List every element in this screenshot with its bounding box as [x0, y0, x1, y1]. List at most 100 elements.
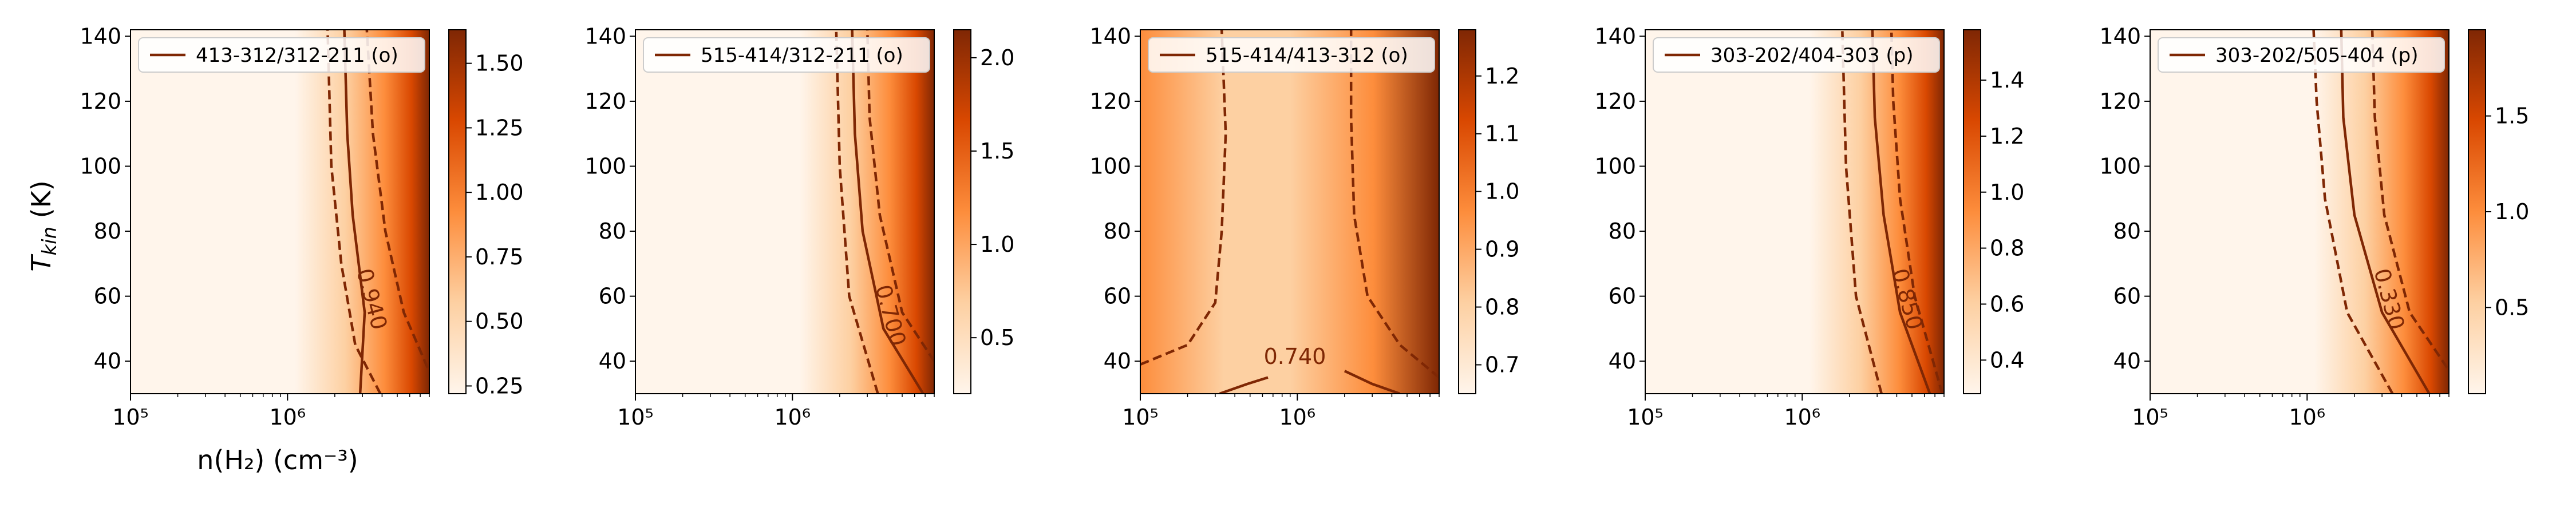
colorbar-tick-label: 1.25 — [475, 115, 524, 140]
y-tick-label: 60 — [2113, 284, 2141, 309]
contour-line-dashed_left — [835, 30, 879, 394]
contour-line-solid — [2340, 30, 2431, 394]
colorbar-tick-label: 0.6 — [1990, 291, 2024, 316]
y-tick-label: 80 — [2113, 219, 2141, 244]
y-tick-label: 140 — [584, 23, 626, 49]
y-tick-label: 100 — [1089, 154, 1131, 179]
colorbar-tick-label: 1.2 — [1990, 124, 2024, 149]
x-tick-label: 10⁵ — [617, 405, 654, 430]
y-tick-label: 100 — [584, 154, 626, 179]
legend: 515-414/413-312 (o) — [1148, 37, 1435, 73]
contour-line-dashed_right — [1890, 30, 1944, 394]
colorbar: 0.25 0.50 0.75 1.00 1.25 1.50 — [448, 29, 524, 398]
colorbar: 0.5 1.0 1.5 — [2468, 29, 2529, 394]
y-tick-label: 80 — [1104, 219, 1131, 244]
contour-line-solid — [1871, 30, 1931, 394]
y-tick-label: 140 — [1089, 23, 1131, 49]
x-tick-label: 10⁵ — [1627, 405, 1664, 430]
x-axis-label: n(H₂) (cm⁻³) — [197, 445, 358, 476]
x-tick-label: 10⁶ — [2289, 405, 2325, 430]
y-tick-label: 140 — [1594, 23, 1636, 49]
y-tick-label: 120 — [1594, 89, 1636, 114]
y-tick-label: 140 — [2099, 23, 2141, 49]
contour-line-bottom — [1219, 376, 1269, 394]
contour-group — [326, 30, 429, 394]
heatmap-field — [1645, 30, 1944, 394]
colorbar-tick-label: 1.2 — [1485, 64, 1519, 89]
y-tick-label: 40 — [94, 348, 121, 374]
legend-label: 303-202/404-303 (p) — [1710, 44, 1914, 67]
y-tick-label: 100 — [2099, 154, 2141, 179]
colorbar: 0.5 1.0 1.5 2.0 — [953, 29, 1014, 394]
x-tick-label: 10⁵ — [2132, 405, 2168, 430]
colorbar-tick-label: 0.50 — [475, 309, 524, 334]
colorbar-tick-label: 1.4 — [1990, 68, 2024, 93]
y-tick-label: 120 — [1089, 89, 1131, 114]
x-tick-label: 10⁶ — [1784, 405, 1820, 430]
heatmap-panel-3: 0.740 40 60 80 100 120 140 10⁵ 10⁶ 515-414/413-31… — [1089, 23, 1519, 430]
legend-label: 413-312/312-211 (o) — [196, 44, 398, 67]
colorbar-tick-label: 1.1 — [1485, 121, 1519, 146]
legend-label: 303-202/505-404 (p) — [2215, 44, 2419, 67]
heatmap-field — [1140, 30, 1439, 394]
heatmap-field — [2150, 30, 2449, 394]
colorbar-tick-label: 1.00 — [475, 180, 524, 205]
colorbar-tick-label: 1.50 — [475, 51, 524, 76]
colorbar-tick-label: 1.5 — [980, 138, 1014, 164]
y-tick-label: 100 — [1594, 154, 1636, 179]
x-tick-label: 10⁵ — [112, 405, 149, 430]
y-tick-label: 40 — [2113, 348, 2141, 374]
contour-group — [835, 30, 934, 394]
legend-label: 515-414/413-312 (o) — [1206, 44, 1408, 67]
colorbar-tick-label: 0.25 — [475, 373, 524, 398]
colorbar: 0.7 0.8 0.9 1.0 1.1 1.2 — [1458, 29, 1519, 394]
legend: 413-312/312-211 (o) — [138, 37, 425, 73]
legend: 515-414/312-211 (o) — [643, 37, 930, 73]
x-tick-label: 10⁶ — [1279, 405, 1315, 430]
colorbar-tick-label: 1.0 — [2495, 199, 2529, 224]
contour-group — [1841, 30, 1944, 394]
colorbar-tick-label: 1.0 — [980, 232, 1014, 257]
x-tick-label: 10⁶ — [269, 405, 306, 430]
y-tick-label: 60 — [94, 284, 121, 309]
y-tick-label: 140 — [80, 23, 121, 49]
contour-line-dashed_right — [365, 30, 429, 369]
y-tick-label: 120 — [2099, 89, 2141, 114]
colorbar-tick-label: 1.0 — [1990, 180, 2024, 205]
colorbar-tick-label: 0.4 — [1990, 347, 2024, 373]
legend: 303-202/404-303 (p) — [1653, 37, 1940, 73]
contour-label: 0.740 — [1264, 344, 1326, 369]
colorbar-tick-label: 2.0 — [980, 45, 1014, 70]
y-tick-label: 40 — [1104, 348, 1131, 374]
y-tick-label: 60 — [599, 284, 626, 309]
colorbar-tick-label: 1.0 — [1485, 179, 1519, 204]
legend: 303-202/505-404 (p) — [2158, 37, 2445, 73]
colorbar: 0.4 0.6 0.8 1.0 1.2 1.4 — [1963, 29, 2024, 394]
y-tick-label: 40 — [1609, 348, 1636, 374]
legend-label: 515-414/312-211 (o) — [701, 44, 903, 67]
contour-line-dashed_left — [1841, 30, 1883, 394]
colorbar-tick-label: 0.5 — [2495, 295, 2529, 320]
contour-line-solid — [343, 30, 366, 394]
y-tick-label: 60 — [1609, 284, 1636, 309]
x-tick-label: 10⁵ — [1122, 405, 1159, 430]
y-tick-label: 80 — [599, 219, 626, 244]
colorbar-tick-label: 0.8 — [1485, 295, 1519, 320]
contour-line-dashed_right — [866, 30, 934, 362]
y-tick-label: 120 — [80, 89, 121, 114]
y-tick-label: 80 — [1609, 219, 1636, 244]
contour-line-dashed_right — [1349, 30, 1439, 379]
heatmap-field — [131, 30, 429, 394]
x-tick-label: 10⁶ — [774, 405, 811, 430]
y-tick-label: 40 — [599, 348, 626, 374]
colorbar-tick-label: 0.7 — [1485, 352, 1519, 378]
colorbar-tick-label: 0.5 — [980, 325, 1014, 350]
heatmap-field — [635, 30, 934, 394]
contour-line-solid — [851, 30, 924, 394]
y-axis-label: Tkin (K) — [26, 180, 61, 271]
colorbar-tick-label: 0.8 — [1990, 236, 2024, 261]
